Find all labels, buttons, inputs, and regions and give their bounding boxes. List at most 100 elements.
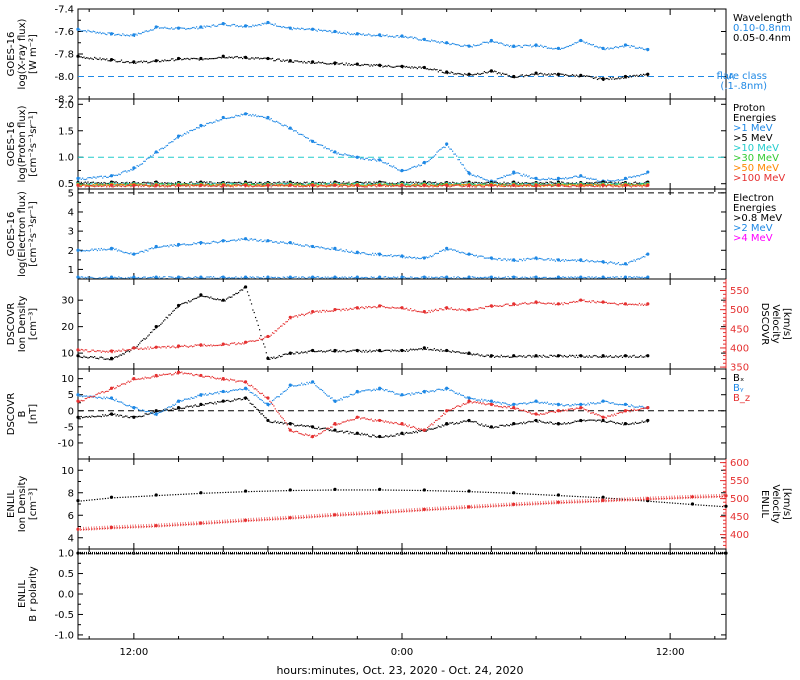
data-dot: [204, 186, 205, 187]
data-dot: [113, 174, 114, 175]
data-dot: [396, 168, 397, 169]
data-dot: [204, 26, 205, 27]
data-dot: [105, 359, 106, 360]
data-dot: [277, 58, 278, 59]
data-dot: [233, 24, 234, 25]
data-dot: [463, 252, 464, 253]
data-dot: [101, 248, 102, 249]
data-dot: [446, 248, 447, 249]
data-dot: [187, 277, 188, 278]
data-dot: [323, 30, 324, 31]
data-dot: [449, 184, 450, 185]
data-dot: [98, 182, 99, 183]
right-axis-title: Velocity: [770, 304, 781, 343]
data-dot: [266, 185, 267, 186]
data-dot: [79, 186, 80, 187]
data-dot: [481, 277, 482, 278]
data-dot: [569, 260, 570, 261]
data-dot: [369, 182, 370, 183]
data-dot: [435, 277, 436, 278]
data-dot: [287, 243, 288, 244]
data-dot: [413, 257, 414, 258]
data-dot: [498, 184, 499, 185]
data-dot: [575, 259, 576, 260]
data-dot: [271, 277, 272, 278]
data-dot: [197, 277, 198, 278]
data-dot: [193, 129, 194, 130]
data-dot: [449, 182, 450, 183]
data-dot: [103, 33, 104, 34]
data-dot: [130, 185, 131, 186]
data-dot: [183, 184, 184, 185]
data-dot: [405, 183, 406, 184]
data-dot: [204, 58, 205, 59]
data-dot: [329, 148, 330, 149]
data-dot: [231, 117, 232, 118]
data-dot: [205, 26, 206, 27]
data-dot: [422, 67, 423, 68]
data-dot: [279, 123, 280, 124]
data-dot: [382, 255, 383, 256]
data-dot: [184, 58, 185, 59]
data-dot: [160, 186, 161, 187]
data-dot: [409, 37, 410, 38]
data-dot: [394, 36, 395, 37]
data-dot: [406, 37, 407, 38]
data-dot: [434, 182, 435, 183]
data-dot: [172, 185, 173, 186]
data-dot: [210, 243, 211, 244]
data-dot: [273, 121, 274, 122]
data-dot: [392, 166, 393, 167]
data-dot: [418, 258, 419, 259]
data-dot: [216, 186, 217, 187]
data-dot: [121, 355, 122, 356]
data-dot: [114, 182, 115, 183]
data-dot: [124, 34, 125, 35]
data-dot: [417, 166, 418, 167]
data-dot: [434, 155, 435, 156]
data-dot: [101, 33, 102, 34]
data-dot: [176, 27, 177, 28]
data-dot: [170, 314, 171, 315]
data-dot: [407, 169, 408, 170]
data-dot: [352, 34, 353, 35]
data-dot: [231, 183, 232, 184]
data-dot: [116, 175, 117, 176]
data-dot: [531, 74, 532, 75]
data-dot: [564, 178, 565, 179]
data-dot: [520, 47, 521, 48]
data-dot: [442, 250, 443, 251]
data-dot: [112, 249, 113, 250]
data-dot: [465, 45, 466, 46]
data-dot: [472, 74, 473, 75]
data-dot: [444, 147, 445, 148]
data-dot: [231, 24, 232, 25]
data-dot: [210, 184, 211, 185]
data-dot: [440, 149, 441, 150]
data-dot: [352, 65, 353, 66]
data-dot: [197, 127, 198, 128]
data-dot: [636, 186, 637, 187]
data-dot: [176, 277, 177, 278]
data-dot: [149, 277, 150, 278]
data-dot: [531, 183, 532, 184]
data-dot: [331, 277, 332, 278]
data-dot: [449, 148, 450, 149]
data-dot: [323, 247, 324, 248]
data-dot: [556, 179, 557, 180]
data-dot: [120, 277, 121, 278]
data-dot: [333, 32, 334, 33]
data-dot: [175, 277, 176, 278]
data-dot: [558, 260, 559, 261]
data-dot: [90, 57, 91, 58]
data-dot: [467, 75, 468, 76]
data-dot: [343, 183, 344, 184]
data-dot: [509, 46, 510, 47]
data-dot: [318, 29, 319, 30]
data-dot: [192, 58, 193, 59]
data-dot: [430, 185, 431, 186]
data-dot: [585, 184, 586, 185]
data-dot: [294, 184, 295, 185]
data-dot: [313, 62, 314, 63]
data-dot: [89, 184, 90, 185]
